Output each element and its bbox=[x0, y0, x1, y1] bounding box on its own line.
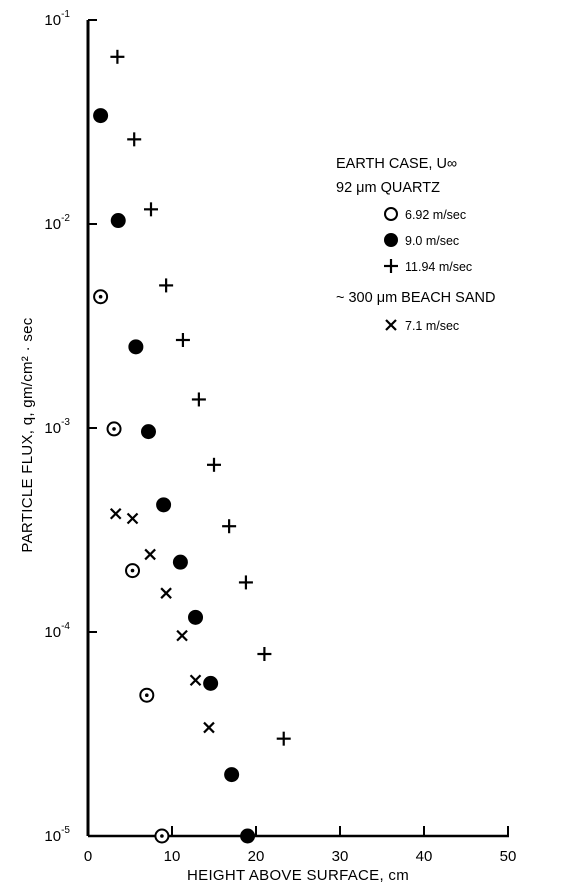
point-filled-circle bbox=[110, 213, 126, 229]
point-plus bbox=[159, 278, 174, 293]
series-11-94-m-sec bbox=[110, 49, 291, 746]
y-tick-label: 10-1 bbox=[44, 9, 70, 29]
legend-group-quartz: 92 μm QUARTZ bbox=[336, 180, 440, 196]
legend-group-beach-sand: ~ 300 μm BEACH SAND bbox=[336, 290, 495, 306]
x-tick-label: 0 bbox=[84, 848, 92, 865]
legend-entry-7-1: 7.1 m/sec bbox=[405, 319, 459, 333]
point-plus bbox=[222, 519, 237, 534]
point-filled-circle bbox=[140, 424, 156, 440]
point-plus bbox=[257, 647, 272, 662]
point-x bbox=[160, 587, 172, 599]
point-x bbox=[176, 629, 188, 642]
y-tick-label: 10-3 bbox=[44, 417, 70, 437]
y-tick-label: 10-5 bbox=[44, 825, 70, 845]
legend-title: EARTH CASE, U∞ bbox=[336, 156, 457, 172]
point-plus bbox=[191, 392, 206, 407]
series-9-0-m-sec bbox=[93, 108, 256, 844]
point-filled-circle bbox=[93, 108, 109, 124]
axis-labels: HEIGHT ABOVE SURFACE, cm PARTICLE FLUX, … bbox=[19, 317, 409, 884]
legend-entry-9-0: 9.0 m/sec bbox=[405, 234, 459, 248]
legend-entry-6-92: 6.92 m/sec bbox=[405, 208, 466, 222]
point-plus bbox=[175, 333, 190, 348]
legend-marker-plus bbox=[384, 259, 398, 273]
legend-marker-x bbox=[385, 319, 397, 331]
y-axis-title: PARTICLE FLUX, q, gm/cm² · sec bbox=[19, 317, 36, 552]
x-tick-label: 10 bbox=[164, 848, 181, 865]
point-plus bbox=[238, 575, 253, 590]
x-axis-title: HEIGHT ABOVE SURFACE, cm bbox=[187, 867, 409, 884]
point-x bbox=[126, 512, 139, 525]
x-tick-label: 50 bbox=[500, 848, 517, 865]
legend-entry-11-94: 11.94 m/sec bbox=[405, 260, 472, 274]
legend-marker-filled-circle bbox=[384, 233, 398, 247]
legend-marker-circle-dot bbox=[384, 207, 398, 221]
point-circle-dot bbox=[139, 687, 155, 703]
point-x bbox=[203, 721, 215, 734]
point-x bbox=[109, 507, 122, 520]
point-filled-circle bbox=[224, 767, 240, 783]
point-plus bbox=[207, 457, 221, 472]
legend: EARTH CASE, U∞ 92 μm QUARTZ 6.92 m/sec 9… bbox=[336, 156, 495, 333]
point-filled-circle bbox=[188, 609, 204, 625]
x-tick-label: 30 bbox=[332, 848, 349, 865]
y-tick-label: 10-2 bbox=[44, 213, 70, 233]
data-marks bbox=[93, 49, 291, 844]
point-circle-dot bbox=[106, 421, 122, 437]
point-filled-circle bbox=[203, 675, 219, 691]
point-filled-circle bbox=[128, 339, 144, 355]
point-plus bbox=[144, 202, 158, 217]
x-tick-label: 40 bbox=[416, 848, 433, 865]
point-filled-circle bbox=[172, 554, 188, 570]
point-filled-circle bbox=[156, 497, 172, 513]
point-plus bbox=[110, 49, 125, 64]
series-7-1-m-sec bbox=[109, 507, 215, 734]
point-circle-dot bbox=[154, 828, 170, 844]
axes: 0 10 20 30 40 50 10-1 10-2 10-3 10-4 10-5 bbox=[44, 9, 516, 865]
point-x bbox=[144, 548, 156, 561]
point-filled-circle bbox=[240, 828, 256, 844]
y-tick-label: 10-4 bbox=[44, 621, 70, 641]
point-plus bbox=[127, 132, 142, 147]
point-circle-dot bbox=[93, 289, 109, 305]
point-circle-dot bbox=[125, 563, 141, 579]
point-plus bbox=[276, 731, 291, 746]
x-tick-label: 20 bbox=[248, 848, 265, 865]
series-6-92-m-sec bbox=[93, 289, 170, 844]
point-x bbox=[189, 674, 202, 687]
